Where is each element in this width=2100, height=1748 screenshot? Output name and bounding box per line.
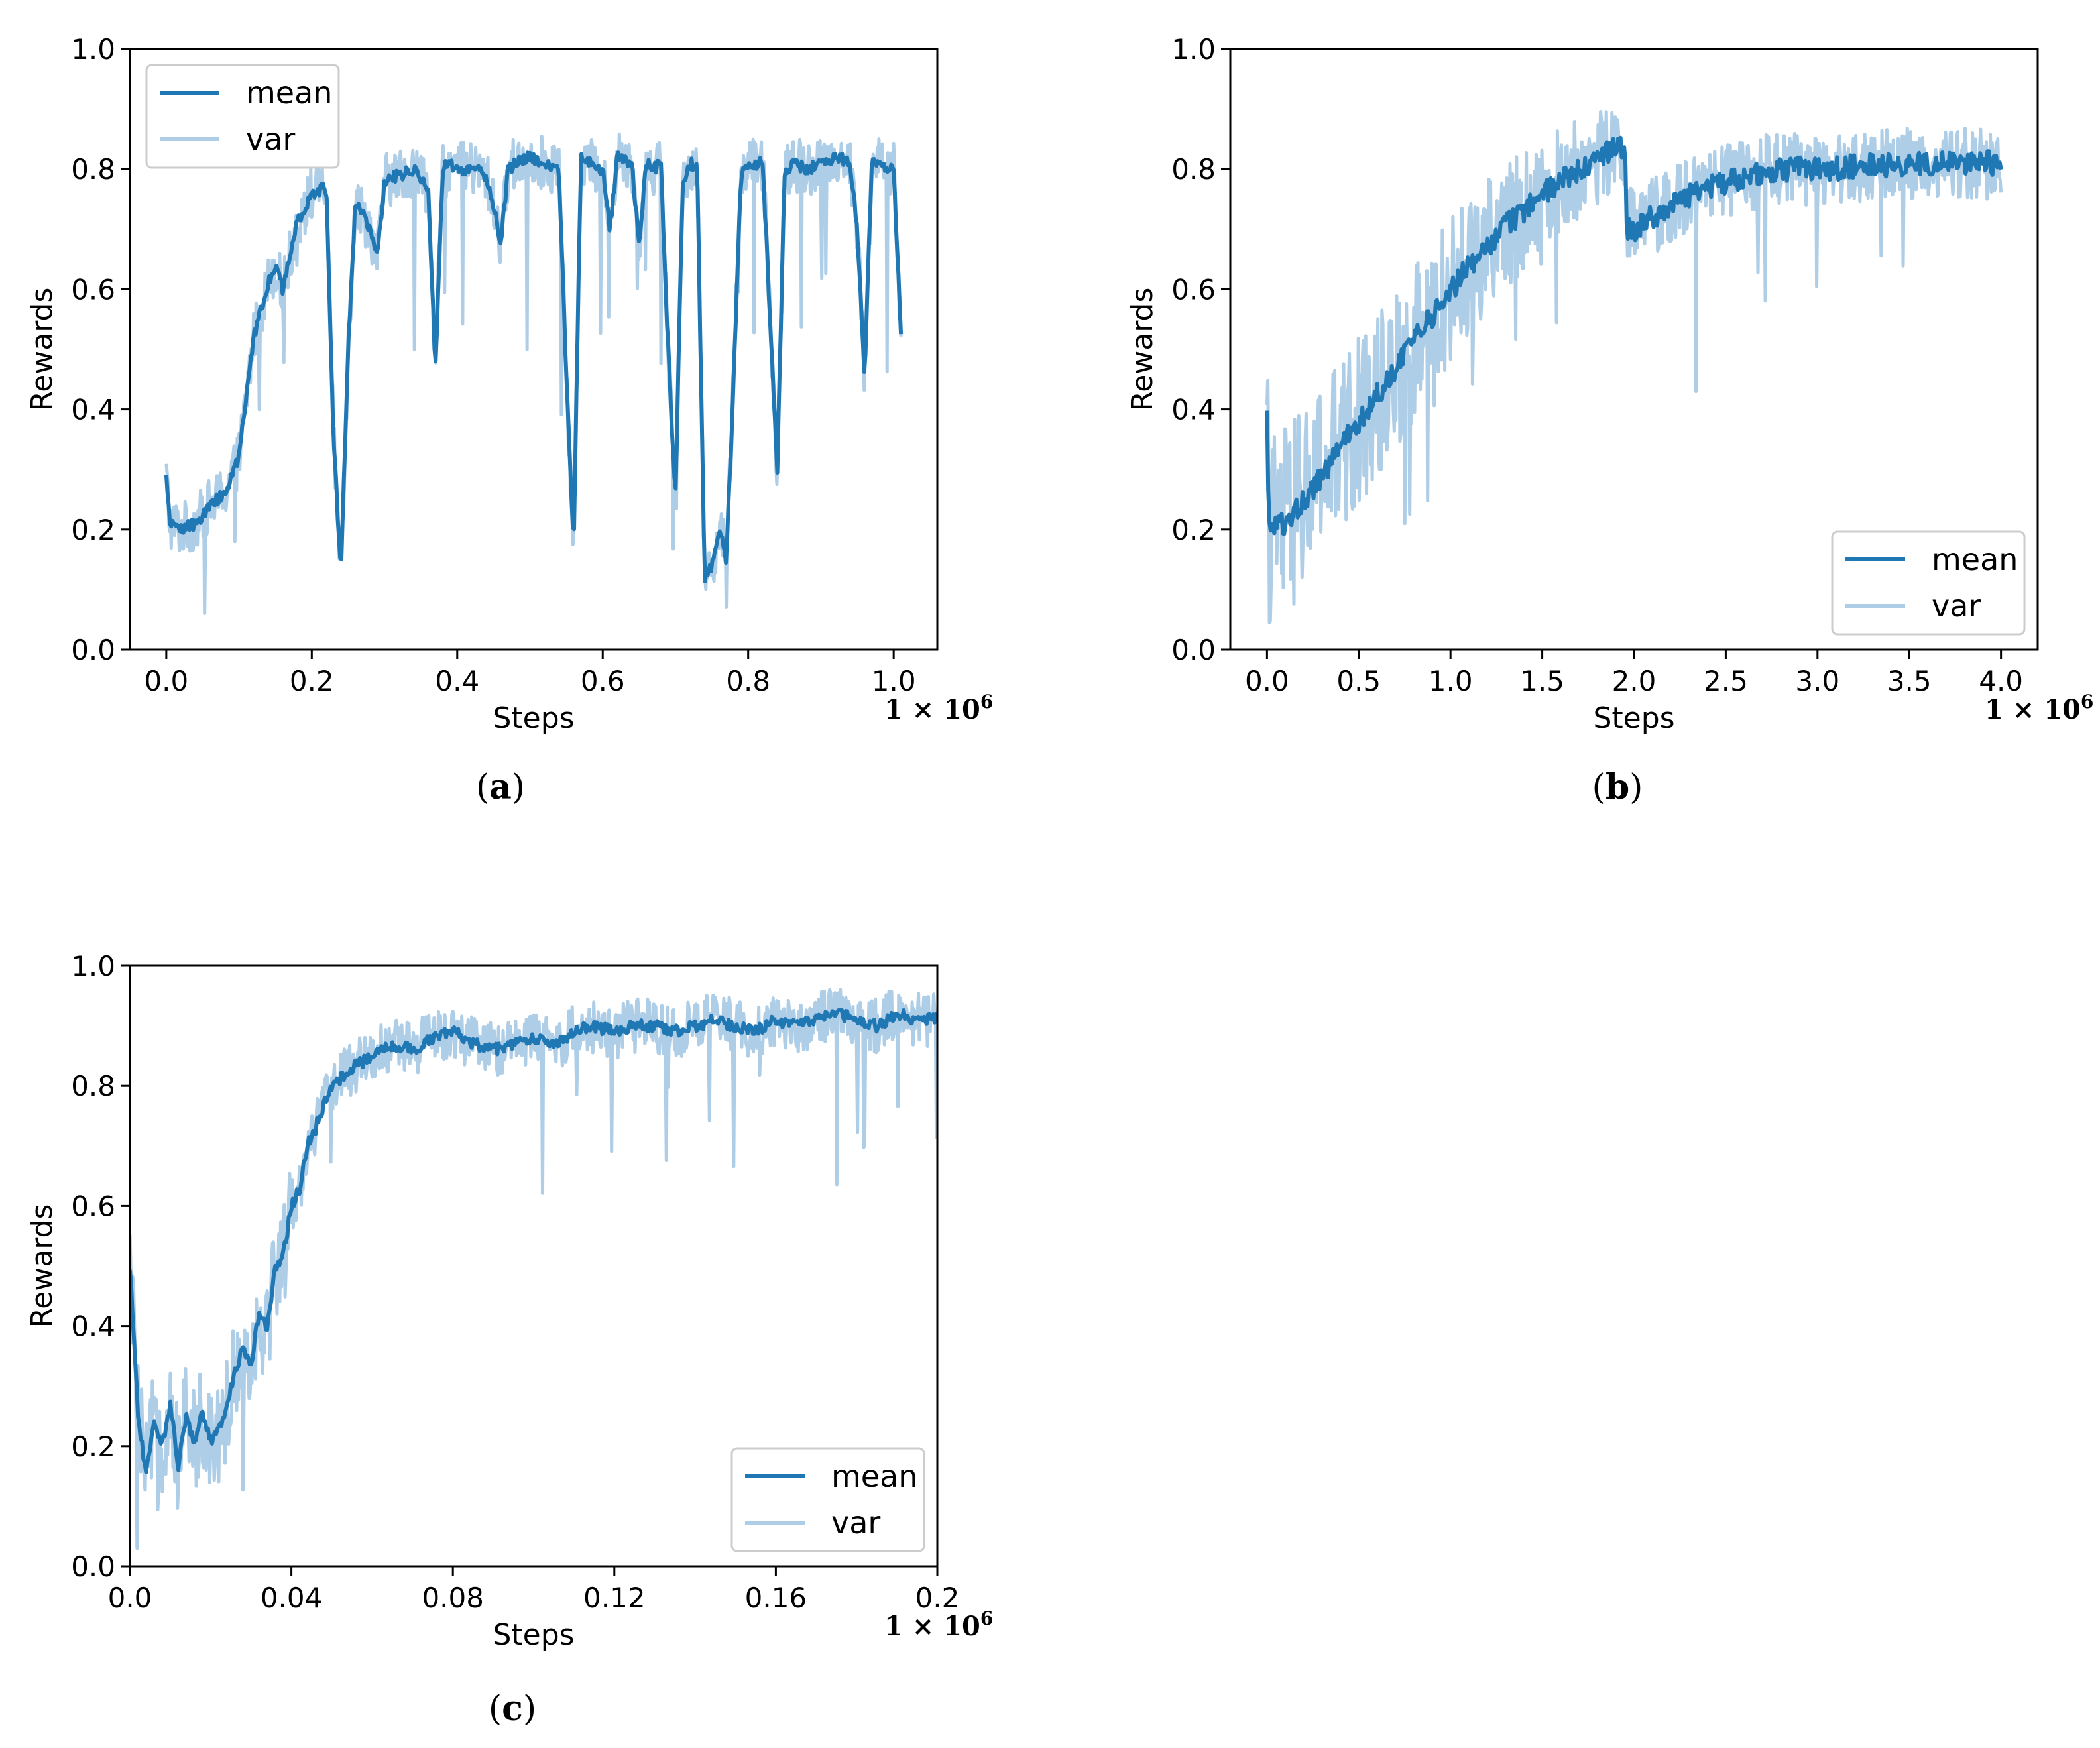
caption-paren-close: ) [1629, 768, 1643, 807]
y-tick-label: 1.0 [1171, 33, 1216, 66]
caption-paren-close: ) [523, 1689, 536, 1729]
y-axis-label: Rewards [25, 1204, 59, 1328]
var-series-line [164, 132, 903, 615]
x-axis-multiplier-base: 1 × 10 [884, 694, 980, 725]
plot-area [1265, 110, 2003, 625]
x-axis-multiplier: 1 × 106 [884, 1607, 993, 1642]
var-series-line [1265, 110, 2003, 625]
y-tick-label: 1.0 [71, 33, 115, 66]
y-tick-label: 0.4 [1171, 394, 1216, 426]
x-axis-multiplier-base: 1 × 10 [1985, 694, 2081, 725]
legend: mean var [145, 64, 340, 169]
plot-frame [129, 964, 939, 1568]
x-tick-label: 0.8 [726, 665, 770, 697]
x-tick-label: 4.0 [1979, 665, 2023, 697]
caption-paren-open: ( [1592, 768, 1605, 807]
x-tick-label: 1.0 [1429, 665, 1473, 697]
x-axis-multiplier-exponent: 6 [980, 1607, 993, 1629]
subfigure-caption: (a) [476, 767, 525, 807]
subfigure-caption: (c) [489, 1688, 536, 1729]
legend: mean var [1831, 530, 2026, 636]
legend-box [730, 1447, 925, 1552]
x-tick-label: 2.5 [1704, 665, 1748, 697]
y-tick-label: 0.6 [71, 273, 115, 306]
x-tick-label: 0.08 [422, 1582, 484, 1614]
x-tick-label: 0.12 [583, 1582, 646, 1614]
y-tick-label: 0.0 [1171, 634, 1216, 666]
chart-b: 0.0 0.2 0.4 0.6 0.8 1.0 0.0 0.5 1.0 1.5 2.0 2.5 3.0 3… [1126, 33, 2093, 807]
y-axis-label: Rewards [25, 288, 59, 412]
x-tick-label: 0.0 [1245, 665, 1289, 697]
y-axis-label: Rewards [1126, 288, 1159, 412]
legend-label-var: var [831, 1505, 880, 1541]
y-tick-label: 0.2 [1171, 514, 1216, 546]
y-tick-label: 0.2 [71, 1430, 115, 1463]
x-axis-multiplier-base: 1 × 10 [884, 1611, 980, 1642]
y-tick-label: 1.0 [71, 950, 115, 982]
x-tick-label: 1.0 [872, 665, 916, 697]
caption-paren-close: ) [512, 768, 525, 807]
x-tick-label: 0.2 [915, 1582, 960, 1614]
plot-area [164, 132, 904, 615]
legend-label-var: var [1932, 588, 1981, 624]
x-axis-multiplier-exponent: 6 [980, 691, 993, 713]
y-tick-label: 0.8 [71, 153, 115, 186]
y-tick-label: 0.4 [71, 394, 115, 426]
mean-series-line [164, 150, 904, 584]
caption-paren-open: ( [476, 768, 489, 807]
legend-box [145, 64, 340, 169]
y-tick-label: 0.2 [71, 514, 115, 546]
y-tick-label: 0.6 [1171, 273, 1216, 306]
y-tick-label: 0.0 [71, 634, 115, 666]
x-tick-label: 0.2 [290, 665, 334, 697]
x-tick-label: 0.6 [581, 665, 625, 697]
caption-letter: c [502, 1688, 523, 1729]
plot-frame [129, 48, 939, 651]
y-tick-label: 0.8 [71, 1070, 115, 1102]
x-tick-label: 0.5 [1336, 665, 1381, 697]
legend-label-mean: mean [1932, 542, 2018, 577]
caption-paren-open: ( [489, 1689, 502, 1729]
legend-label-var: var [246, 121, 295, 157]
var-series-line [130, 988, 937, 1550]
y-tick-label: 0.0 [71, 1550, 115, 1583]
legend-label-mean: mean [246, 75, 332, 111]
x-tick-label: 1.5 [1520, 665, 1564, 697]
x-tick-label: 0.16 [745, 1582, 807, 1614]
x-tick-label: 0.04 [261, 1582, 323, 1614]
plot-area [130, 988, 937, 1550]
y-tick-label: 0.8 [1171, 153, 1216, 186]
x-axis-label: Steps [493, 701, 574, 735]
chart-a: 0.0 0.2 0.4 0.6 0.8 1.0 0.0 0.2 0.4 0.6 0.8 1.0 Step… [25, 33, 993, 807]
x-tick-label: 3.5 [1887, 665, 1932, 697]
x-tick-label: 2.0 [1612, 665, 1657, 697]
chart-c: 0.0 0.2 0.4 0.6 0.8 1.0 0.0 0.04 0.08 0.12 0.16 0.2… [25, 950, 993, 1729]
x-axis-label: Steps [1593, 701, 1674, 735]
caption-letter: a [489, 767, 512, 807]
y-tick-label: 0.4 [71, 1311, 115, 1343]
mean-series-line [1265, 135, 2003, 536]
x-axis-multiplier: 1 × 106 [884, 691, 993, 725]
x-tick-label: 3.0 [1795, 665, 1839, 697]
mean-series-line [130, 1008, 937, 1474]
x-axis-multiplier-exponent: 6 [2081, 691, 2093, 713]
legend-label-mean: mean [831, 1458, 917, 1494]
subfigure-caption: (b) [1592, 767, 1643, 807]
x-tick-label: 0.0 [144, 665, 188, 697]
x-tick-label: 0.4 [435, 665, 479, 697]
x-axis-multiplier: 1 × 106 [1985, 691, 2093, 725]
caption-letter: b [1605, 767, 1629, 807]
legend: mean var [730, 1447, 925, 1552]
legend-box [1831, 530, 2026, 636]
y-tick-label: 0.6 [71, 1190, 115, 1222]
x-tick-label: 0.0 [108, 1582, 152, 1614]
x-axis-label: Steps [493, 1618, 574, 1652]
